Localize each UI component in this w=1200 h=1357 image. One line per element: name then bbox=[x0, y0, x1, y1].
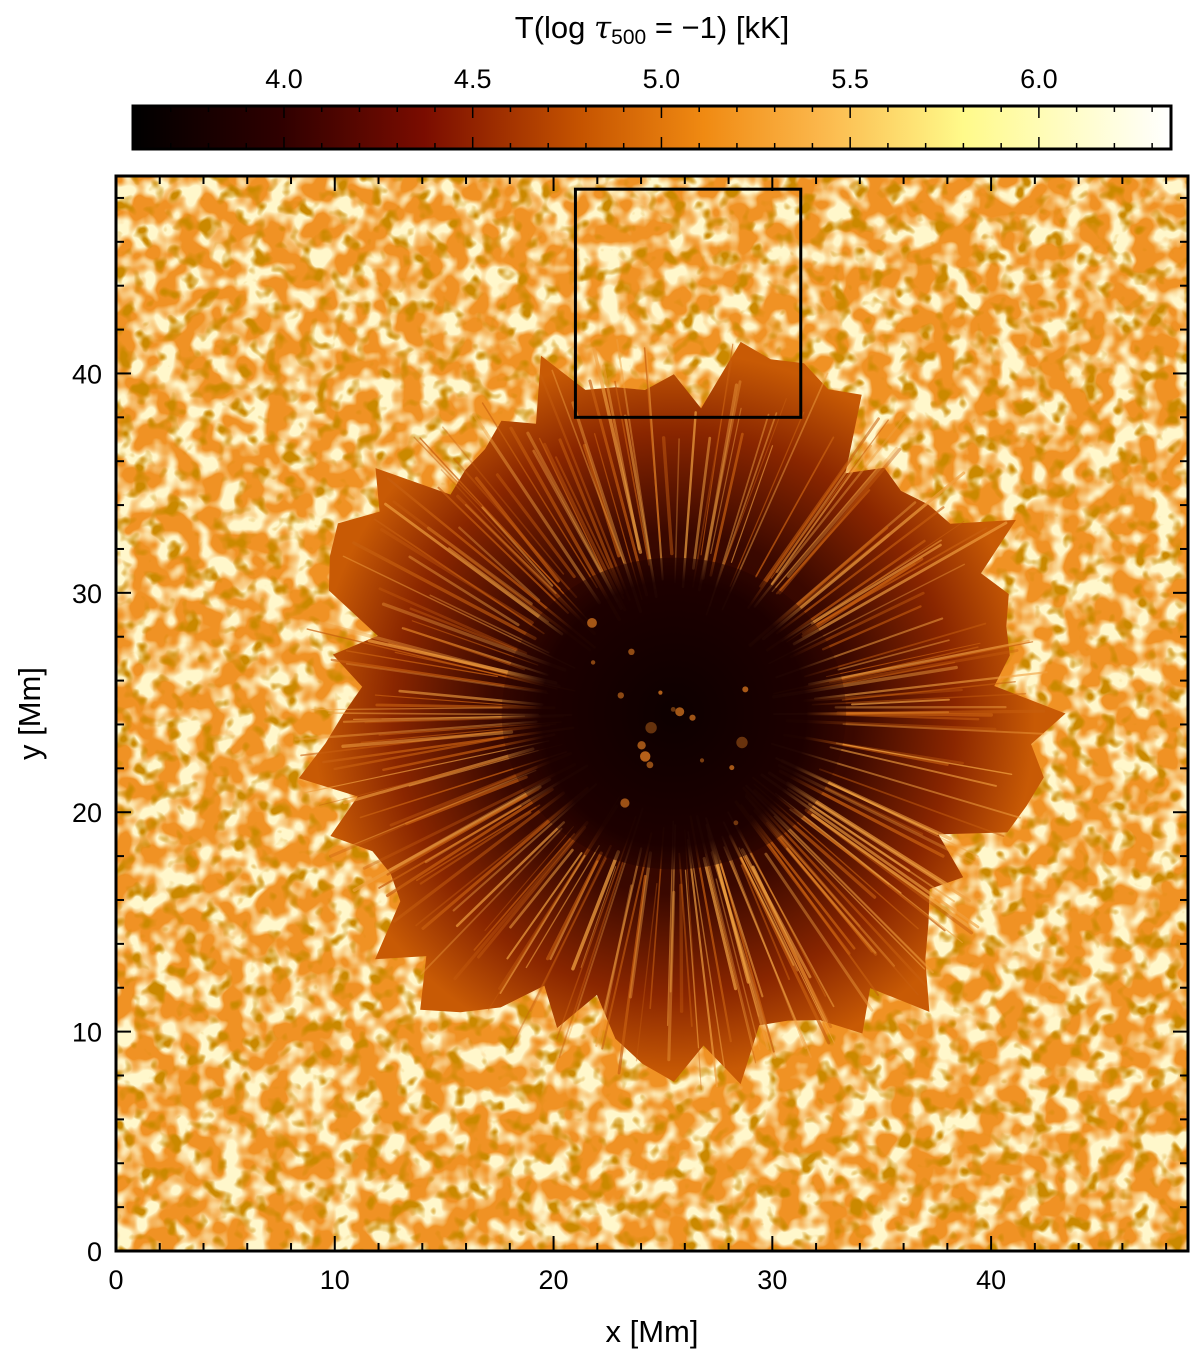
x-tick-label: 40 bbox=[976, 1265, 1006, 1295]
x-tick-label: 20 bbox=[539, 1265, 569, 1295]
colorbar-tick-label: 4.0 bbox=[265, 64, 303, 94]
x-tick-label: 0 bbox=[108, 1265, 123, 1295]
y-axis-label: y [Mm] bbox=[12, 667, 47, 760]
x-tick-label: 10 bbox=[320, 1265, 350, 1295]
colorbar-tick-label: 4.5 bbox=[454, 64, 492, 94]
colorbar-ticks: 4.0 4.5 5.0 5.5 6.0 bbox=[132, 64, 1153, 149]
y-tick-label: 0 bbox=[87, 1237, 102, 1267]
colorbar: 4.0 4.5 5.0 5.5 6.0 T(log τ500 = −1) [kK] bbox=[131, 10, 1173, 151]
x-tick-label: 30 bbox=[757, 1265, 787, 1295]
colorbar-frame bbox=[131, 104, 1173, 151]
colorbar-tick-label: 5.5 bbox=[831, 64, 869, 94]
x-axis-ticks: 0 10 20 30 40 bbox=[108, 176, 1168, 1295]
x-axis-label: x [Mm] bbox=[606, 1314, 699, 1349]
umbral-dots bbox=[587, 618, 749, 826]
sunspot-umbra bbox=[501, 557, 847, 870]
colorbar-title: T(log τ500 = −1) [kK] bbox=[515, 10, 789, 49]
highlight-box bbox=[573, 187, 803, 419]
colorbar-tick-label: 6.0 bbox=[1020, 64, 1058, 94]
y-tick-label: 30 bbox=[72, 579, 102, 609]
y-tick-label: 10 bbox=[72, 1018, 102, 1048]
colorbar-gradient bbox=[133, 106, 1171, 149]
axes: 0 10 20 30 40 0 10 20 30 40 x [Mm] y [Mm] bbox=[12, 174, 1190, 1349]
colorbar-tick-label: 5.0 bbox=[643, 64, 681, 94]
plot-frame bbox=[114, 174, 1190, 1253]
y-axis-ticks: 0 10 20 30 40 bbox=[72, 196, 1188, 1267]
temperature-map bbox=[116, 176, 1188, 1251]
y-tick-label: 20 bbox=[72, 798, 102, 828]
y-tick-label: 40 bbox=[72, 359, 102, 389]
